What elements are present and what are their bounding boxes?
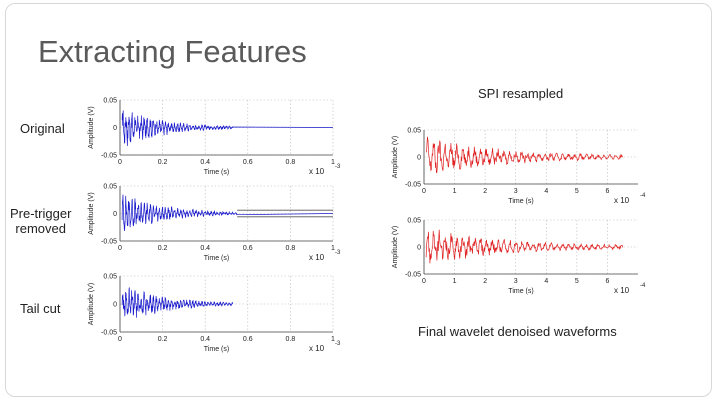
label-tailcut: Tail cut bbox=[20, 301, 61, 316]
x-tick-label: 5 bbox=[575, 278, 579, 285]
y-axis-label: Amplitude (V) bbox=[392, 136, 399, 178]
x-axis-multiplier: x 10 bbox=[309, 253, 325, 262]
x-tick-label: 0 bbox=[118, 159, 122, 166]
x-axis-label: Time (s) bbox=[204, 255, 229, 262]
x-tick-label: 0 bbox=[422, 188, 426, 195]
x-axis-multiplier: x 10 bbox=[309, 167, 325, 176]
label-pretrigger: Pre-trigger removed bbox=[10, 206, 71, 236]
x-tick-label: 0.8 bbox=[286, 159, 296, 166]
waveform-series bbox=[425, 229, 624, 264]
y-tick-label: -0.05 bbox=[101, 153, 117, 160]
x-tick-label: 3 bbox=[514, 188, 518, 195]
x-tick-label: 0.4 bbox=[200, 159, 210, 166]
x-tick-label: 1 bbox=[453, 188, 457, 195]
y-axis-label: Amplitude (V) bbox=[88, 192, 95, 234]
x-tick-label: 3 bbox=[514, 278, 518, 285]
x-axis-exponent: -3 bbox=[335, 341, 341, 347]
y-tick-label: 0.05 bbox=[103, 184, 117, 191]
x-tick-label: 1 bbox=[331, 159, 335, 166]
x-axis-exponent: -4 bbox=[640, 193, 646, 199]
y-tick-label: -0.05 bbox=[101, 239, 117, 246]
x-tick-label: 0.6 bbox=[243, 159, 253, 166]
x-axis-label: Time (s) bbox=[508, 288, 533, 295]
x-tick-label: 0.4 bbox=[200, 336, 210, 343]
x-axis-label: Time (s) bbox=[204, 169, 229, 176]
x-axis-multiplier: x 10 bbox=[614, 196, 630, 205]
waveform-series bbox=[425, 136, 623, 174]
y-tick-label: 0 bbox=[113, 302, 117, 309]
x-tick-label: 1 bbox=[453, 278, 457, 285]
y-tick-label: 0 bbox=[417, 155, 421, 162]
x-tick-label: 0 bbox=[118, 336, 122, 343]
label-spi-resampled: SPI resampled bbox=[478, 86, 564, 101]
slide-title: Extracting Features bbox=[38, 34, 307, 69]
x-tick-label: 0.8 bbox=[286, 245, 296, 252]
x-tick-label: 0 bbox=[118, 245, 122, 252]
x-tick-label: 0.2 bbox=[158, 245, 168, 252]
waveform-series bbox=[121, 194, 334, 232]
x-tick-label: 0 bbox=[422, 278, 426, 285]
x-tick-label: 0.8 bbox=[286, 336, 296, 343]
x-tick-label: 0.2 bbox=[158, 159, 168, 166]
x-axis-exponent: -4 bbox=[640, 283, 646, 289]
y-axis-label: Amplitude (V) bbox=[88, 106, 95, 148]
label-pretrigger-line2: removed bbox=[15, 221, 66, 236]
x-tick-label: 4 bbox=[544, 188, 548, 195]
x-tick-label: 2 bbox=[483, 188, 487, 195]
y-tick-label: -0.05 bbox=[101, 330, 117, 337]
y-axis-label: Amplitude (V) bbox=[88, 283, 95, 325]
x-tick-label: 1 bbox=[331, 245, 335, 252]
x-tick-label: 0.6 bbox=[243, 245, 253, 252]
y-tick-label: 0 bbox=[417, 245, 421, 252]
label-original: Original bbox=[20, 121, 65, 136]
y-tick-label: -0.05 bbox=[405, 272, 421, 279]
y-axis-label: Amplitude (V) bbox=[392, 226, 399, 268]
y-tick-label: -0.05 bbox=[405, 182, 421, 189]
y-tick-label: 0 bbox=[113, 211, 117, 218]
x-tick-label: 2 bbox=[483, 278, 487, 285]
x-axis-exponent: -3 bbox=[335, 250, 341, 256]
label-final-waveforms: Final wavelet denoised waveforms bbox=[418, 324, 617, 339]
x-tick-label: 1 bbox=[331, 336, 335, 343]
waveform-series bbox=[121, 287, 234, 318]
x-axis-multiplier: x 10 bbox=[309, 344, 325, 353]
x-axis-exponent: -3 bbox=[335, 164, 341, 170]
y-tick-label: 0 bbox=[113, 125, 117, 132]
x-tick-label: 0.2 bbox=[158, 336, 168, 343]
x-axis-multiplier: x 10 bbox=[614, 286, 630, 295]
x-tick-label: 6 bbox=[605, 278, 609, 285]
y-tick-label: 0.05 bbox=[103, 274, 117, 281]
y-tick-label: 0.05 bbox=[103, 98, 117, 105]
x-axis-label: Time (s) bbox=[204, 346, 229, 353]
waveform-series bbox=[121, 110, 334, 146]
x-tick-label: 4 bbox=[544, 278, 548, 285]
y-tick-label: 0.05 bbox=[407, 218, 421, 225]
label-pretrigger-line1: Pre-trigger bbox=[10, 206, 72, 221]
y-tick-label: 0.05 bbox=[407, 128, 421, 135]
x-tick-label: 0.4 bbox=[200, 245, 210, 252]
x-tick-label: 5 bbox=[575, 188, 579, 195]
x-tick-label: 0.6 bbox=[243, 336, 253, 343]
x-tick-label: 6 bbox=[605, 188, 609, 195]
x-axis-label: Time (s) bbox=[508, 198, 533, 205]
